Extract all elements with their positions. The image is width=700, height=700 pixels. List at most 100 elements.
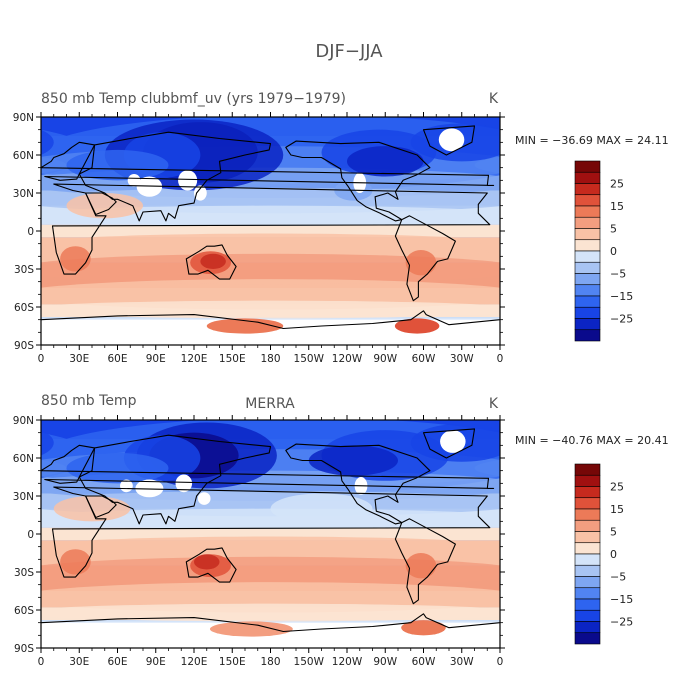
colorbar-swatch bbox=[574, 250, 601, 263]
colorbar-swatch bbox=[574, 295, 601, 308]
lon-tick-label: 120W bbox=[332, 353, 363, 365]
temperature-anomaly-region bbox=[649, 251, 690, 274]
coastline-arabia bbox=[85, 192, 117, 216]
lon-tick-label: 120E bbox=[181, 353, 208, 365]
temperature-anomaly-region bbox=[519, 549, 550, 574]
colorbar-swatch bbox=[574, 508, 601, 521]
lat-tick-label: 30S bbox=[14, 567, 34, 579]
antarctic-coastal-region bbox=[206, 318, 284, 334]
temperature-anomaly-region bbox=[308, 445, 398, 476]
lon-tick-label: 150W bbox=[294, 656, 325, 668]
colorbar-label: 0 bbox=[610, 548, 617, 561]
colorbar-label: 0 bbox=[610, 245, 617, 258]
lon-tick-label: 0 bbox=[497, 656, 504, 668]
colorbar-swatch bbox=[574, 621, 601, 634]
colorbar-label: 25 bbox=[610, 178, 624, 191]
colorbar-swatch bbox=[574, 228, 601, 241]
coastline-europe-wrap bbox=[0, 142, 35, 185]
panel-model-map: 90N 60N 30N 0 30S 60S 90S 0 30E 60E 90E 120E 150E 180… bbox=[0, 112, 690, 365]
no-data-region bbox=[438, 128, 465, 152]
lon-tick-label: 0 bbox=[497, 353, 504, 365]
temperature-anomaly-region bbox=[41, 603, 500, 622]
colorbar-swatch bbox=[574, 183, 601, 196]
colorbar-swatch bbox=[574, 474, 601, 487]
coastline-samerica bbox=[394, 215, 456, 302]
temperature-anomaly-region bbox=[41, 129, 54, 155]
colorbar-label: −15 bbox=[610, 593, 633, 606]
no-data-region bbox=[178, 170, 198, 191]
temperature-anomaly-region bbox=[41, 430, 54, 456]
lat-tick-label: 30S bbox=[14, 264, 34, 276]
temperature-anomaly-region bbox=[60, 549, 91, 575]
temperature-anomaly-region bbox=[474, 459, 500, 477]
temperature-anomaly-region bbox=[474, 211, 500, 221]
temperature-anomaly-region bbox=[41, 556, 500, 588]
lon-tick-label: 90E bbox=[146, 656, 166, 668]
coastline-asia bbox=[78, 131, 272, 222]
panel-merra-stats: MIN = −40.76 MAX = 20.41 bbox=[515, 434, 669, 447]
no-data-region bbox=[194, 185, 207, 201]
colorbar-label: −25 bbox=[610, 313, 633, 326]
coastline-namerica bbox=[285, 443, 431, 525]
antarctica-no-data bbox=[41, 319, 500, 345]
temperature-anomaly-region bbox=[474, 608, 500, 617]
lon-tick-label: 60E bbox=[108, 353, 128, 365]
panel-merra-center-title: MERRA bbox=[245, 396, 295, 412]
temperature-anomaly-region bbox=[41, 262, 67, 276]
lon-tick-label: 30E bbox=[69, 656, 89, 668]
lat-tick-label: 60N bbox=[13, 453, 34, 465]
lon-tick-label: 0 bbox=[38, 353, 45, 365]
temperature-anomaly-region bbox=[41, 608, 67, 617]
colorbar-label: −5 bbox=[610, 268, 626, 281]
temperature-anomaly-region bbox=[60, 246, 91, 272]
colorbar-swatch bbox=[574, 194, 601, 207]
antarctic-coastal-region bbox=[394, 318, 440, 334]
temperature-anomaly-region bbox=[194, 554, 220, 570]
temperature-anomaly-region bbox=[653, 554, 679, 569]
colorbar-swatch bbox=[574, 564, 601, 577]
colorbar-swatch bbox=[574, 171, 601, 184]
colorbar-label: −25 bbox=[610, 616, 633, 629]
temperature-anomaly-region bbox=[66, 149, 169, 181]
temperature-anomaly-region bbox=[474, 195, 500, 207]
lon-tick-label: 60W bbox=[412, 656, 436, 668]
temperature-band bbox=[41, 224, 500, 238]
colorbar-swatch bbox=[574, 576, 601, 589]
temperature-anomaly-region bbox=[474, 514, 500, 524]
temperature-anomaly-region bbox=[649, 554, 690, 577]
temperature-anomaly-region bbox=[519, 246, 550, 271]
colorbar-swatch bbox=[574, 306, 601, 319]
lat-tick-label: 60S bbox=[14, 302, 34, 314]
temperature-anomaly-region bbox=[474, 590, 500, 604]
temperature-anomaly-region bbox=[41, 300, 500, 319]
lat-tick-label: 0 bbox=[27, 529, 34, 541]
colorbar-swatch bbox=[574, 216, 601, 229]
colorbar-swatch bbox=[574, 318, 601, 331]
lat-tick-label: 60S bbox=[14, 605, 34, 617]
lon-tick-label: 90W bbox=[373, 656, 397, 668]
temperature-anomaly-region bbox=[41, 459, 67, 477]
colorbar-label: 5 bbox=[610, 526, 617, 539]
temperature-anomaly-region bbox=[200, 253, 226, 269]
coastline-africa bbox=[51, 486, 491, 578]
colorbar-swatch bbox=[574, 609, 601, 622]
coastline-africa bbox=[51, 183, 491, 275]
temperature-anomaly-region bbox=[474, 305, 500, 314]
lon-tick-label: 180 bbox=[260, 353, 280, 365]
colorbar-swatch bbox=[574, 284, 601, 297]
coastline-europe-wrap bbox=[0, 445, 35, 488]
lon-tick-label: 30E bbox=[69, 353, 89, 365]
lon-tick-label: 60W bbox=[412, 353, 436, 365]
lon-tick-label: 90E bbox=[146, 353, 166, 365]
panel-model-colorbar: 25 15 5 0 −5 −15 −25 bbox=[574, 160, 633, 342]
panel-merra: 850 mb Temp MERRA K MIN = −40.76 MAX = 2… bbox=[0, 393, 690, 668]
panel-merra-title: 850 mb Temp bbox=[41, 393, 137, 409]
colorbar-swatch bbox=[574, 486, 601, 499]
lon-tick-label: 0 bbox=[38, 656, 45, 668]
colorbar-swatch bbox=[574, 273, 601, 286]
lon-tick-label: 180 bbox=[260, 656, 280, 668]
lon-tick-label: 150E bbox=[219, 656, 246, 668]
no-data-region bbox=[175, 474, 193, 493]
coastline-europe bbox=[41, 444, 495, 489]
